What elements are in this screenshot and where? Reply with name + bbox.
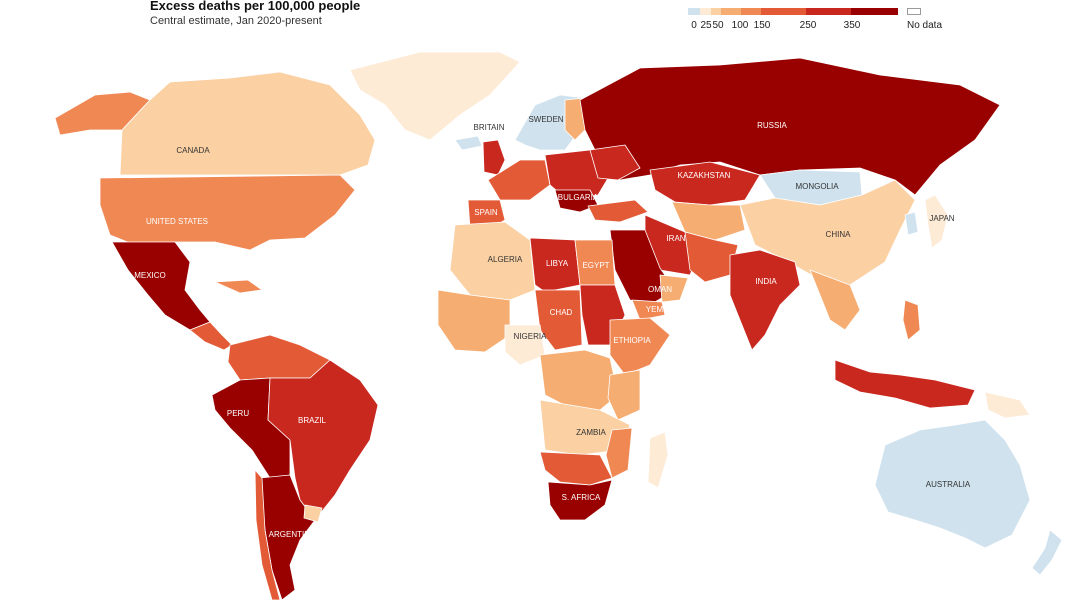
- legend-tick-50: 50: [712, 20, 724, 31]
- label-china: CHINA: [826, 230, 852, 239]
- label-libya: LIBYA: [546, 259, 569, 268]
- region-central-africa: [539, 349, 619, 411]
- label-egypt: EGYPT: [582, 261, 609, 270]
- region-ukraine: [589, 144, 641, 181]
- label-sweden: SWEDEN: [528, 115, 563, 124]
- legend-swatch-25: [700, 8, 711, 15]
- legend-swatch-0: [688, 8, 700, 15]
- region-canada: [119, 71, 376, 176]
- map-title: Excess deaths per 100,000 people: [150, 0, 361, 13]
- region-philippines: [902, 299, 921, 341]
- region-east-africa: [607, 369, 641, 421]
- label-india: INDIA: [755, 277, 777, 286]
- legend-tick-25: 25: [700, 20, 712, 31]
- label-united-states: UNITED STATES: [146, 217, 208, 226]
- region-southern-africa: [539, 451, 613, 486]
- region-turkey: [587, 199, 649, 223]
- region-caribbean: [214, 279, 263, 294]
- region-mozambique: [605, 427, 633, 479]
- region-nigeria: [504, 324, 546, 366]
- label-chad: CHAD: [550, 308, 573, 317]
- legend-tick-100: 100: [731, 20, 749, 31]
- region-chad: [534, 289, 583, 351]
- region-yemen: [631, 299, 666, 321]
- region-korea: [904, 211, 919, 236]
- label-mexico: MEXICO: [134, 271, 166, 280]
- label-russia: RUSSIA: [757, 121, 787, 130]
- label-s-africa: S. AFRICA: [562, 493, 601, 502]
- label-australia: AUSTRALIA: [926, 480, 971, 489]
- label-oman: OMAN: [648, 285, 672, 294]
- region-uruguay: [303, 504, 323, 523]
- label-argentina: ARGENTINA: [269, 530, 316, 539]
- legend-tick-250: 250: [799, 20, 817, 31]
- region-indonesia: [834, 359, 976, 409]
- label-brazil: BRAZIL: [298, 416, 327, 425]
- label-spain: SPAIN: [474, 208, 498, 217]
- region-madagascar: [647, 431, 669, 489]
- region-papua-new-guinea: [984, 391, 1031, 419]
- legend-no-data-label: No data: [907, 20, 943, 31]
- region-west-africa: [437, 289, 511, 353]
- region-algeria: [449, 221, 536, 301]
- region-oman: [659, 274, 689, 303]
- label-iran: IRAN: [666, 234, 685, 243]
- label-yemen: YEMEN: [646, 305, 675, 314]
- region-united-states: [99, 174, 356, 251]
- region-britain: [482, 139, 506, 176]
- label-canada: CANADA: [176, 146, 210, 155]
- label-britain: BRITAIN: [474, 123, 505, 132]
- region-south-africa: [547, 479, 613, 521]
- region-australia: [874, 419, 1031, 549]
- region-mexico: [111, 241, 211, 331]
- region-chile: [254, 469, 281, 601]
- region-iceland: [454, 135, 483, 151]
- region-new-zealand: [1031, 529, 1063, 576]
- label-nigeria: NIGERIA: [514, 332, 548, 341]
- region-brazil: [267, 359, 379, 521]
- label-peru: PERU: [227, 409, 249, 418]
- map-subtitle: Central estimate, Jan 2020-present: [150, 15, 322, 27]
- region-japan: [924, 194, 949, 249]
- legend-swatch-150: [741, 8, 761, 15]
- color-legend: 0 25 50 100 150 250 350 No data: [686, 6, 946, 34]
- legend-swatch-250: [761, 8, 806, 15]
- label-zambia: ZAMBIA: [576, 428, 606, 437]
- legend-swatch-100: [721, 8, 741, 15]
- legend-swatch-50: [711, 8, 721, 15]
- region-india: [729, 249, 801, 351]
- region-libya: [529, 237, 581, 293]
- label-kazakhstan: KAZAKHSTAN: [678, 171, 731, 180]
- legend-swatch-350: [806, 8, 851, 15]
- region-southeast-asia: [809, 269, 861, 331]
- label-algeria: ALGERIA: [488, 255, 523, 264]
- legend-tick-150: 150: [753, 20, 771, 31]
- label-japan: JAPAN: [929, 214, 954, 223]
- region-kazakhstan: [649, 161, 761, 206]
- legend-tick-350: 350: [843, 20, 861, 31]
- region-ethiopia: [609, 317, 671, 376]
- label-bulgaria: BULGARIA: [558, 193, 599, 202]
- label-mongolia: MONGOLIA: [795, 182, 839, 191]
- legend-tick-0: 0: [691, 20, 697, 31]
- legend-swatch-max: [851, 8, 898, 15]
- label-ethiopia: ETHIOPIA: [613, 336, 651, 345]
- legend-no-data-swatch: [907, 8, 921, 15]
- region-greenland: [349, 51, 521, 141]
